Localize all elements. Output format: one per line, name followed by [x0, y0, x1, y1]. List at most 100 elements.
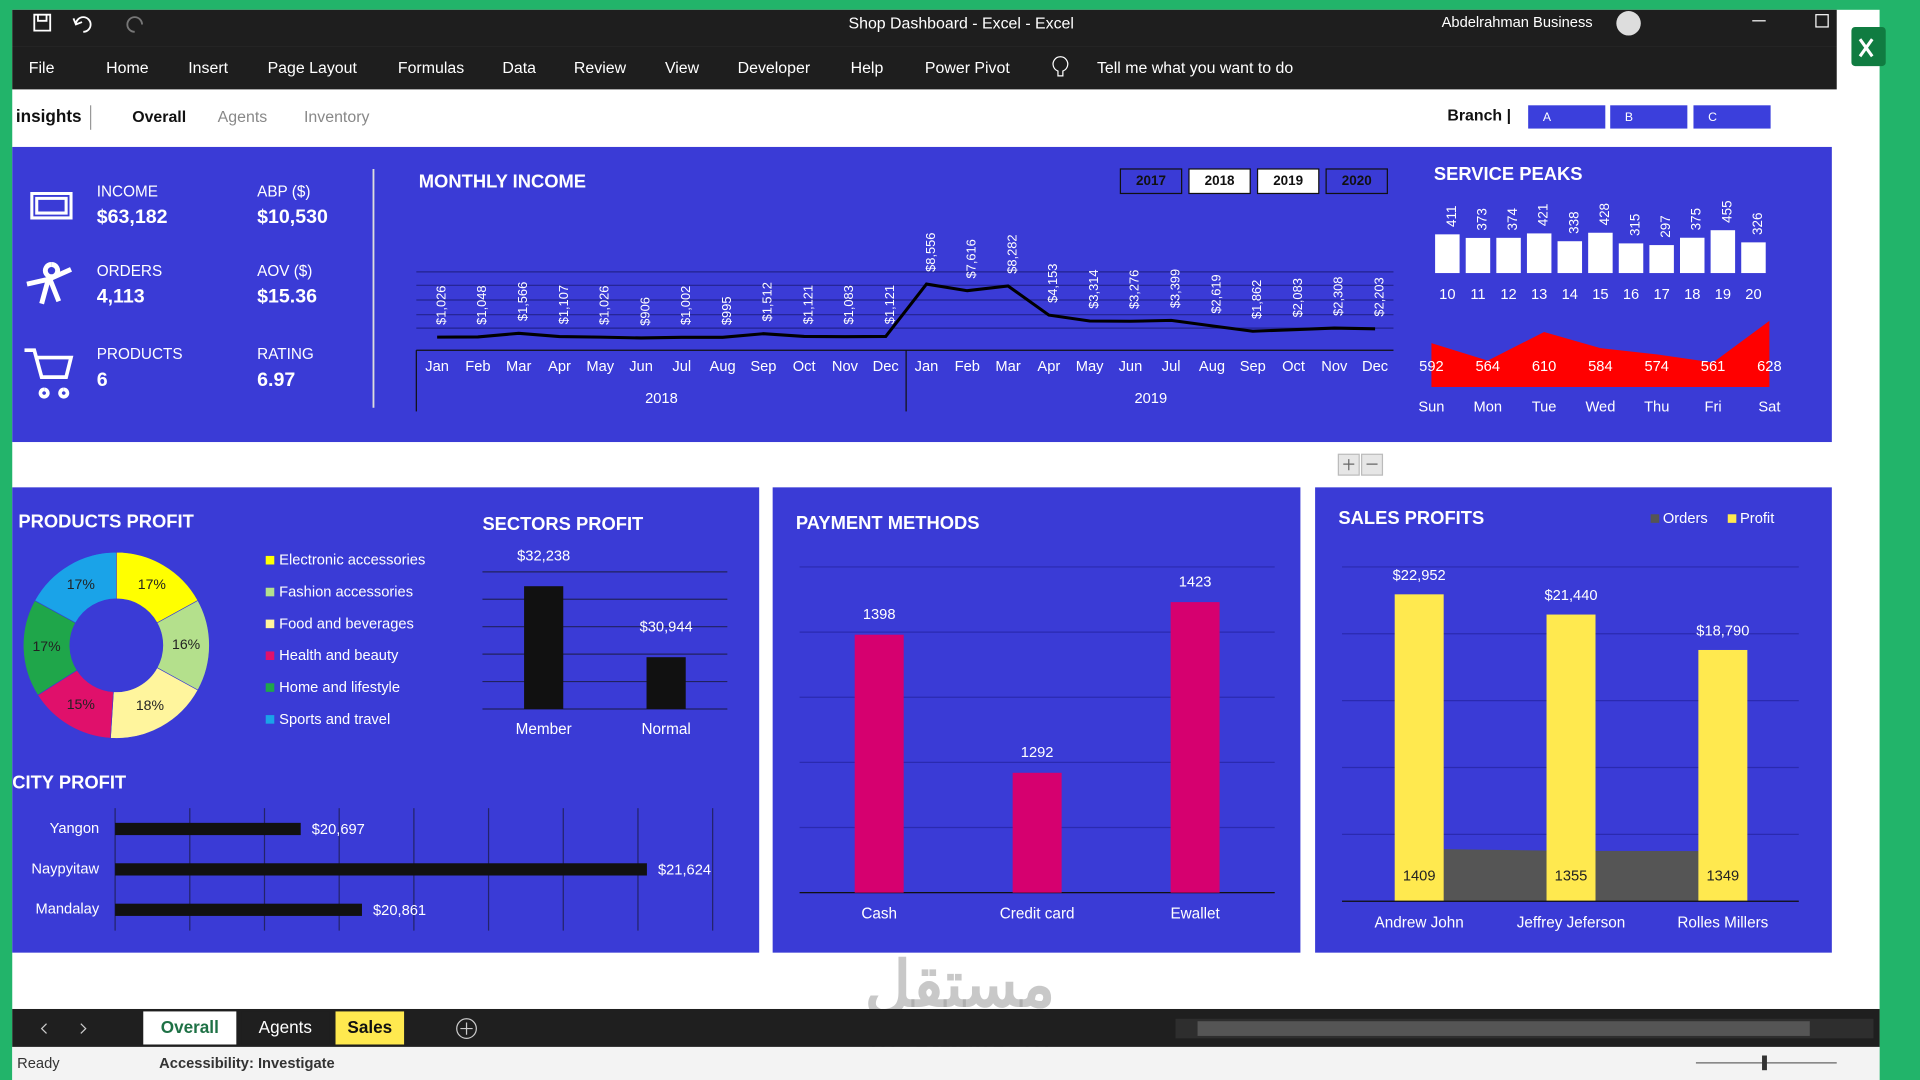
x-tick-label: 16 — [1623, 287, 1639, 303]
data-label: 592 — [1419, 359, 1444, 375]
ribbon-tab[interactable]: Home — [106, 60, 149, 77]
nav-tab[interactable]: Inventory — [304, 109, 369, 126]
x-tick-label: Ewallet — [1170, 906, 1220, 923]
data-label: $1,048 — [474, 285, 489, 324]
year-button[interactable] — [1119, 168, 1183, 195]
ribbon-tab[interactable]: View — [665, 60, 700, 77]
data-label: 315 — [1627, 214, 1642, 236]
kpi-value: $10,530 — [257, 206, 328, 228]
x-tick-label: Nov — [832, 359, 859, 375]
legend-swatch — [265, 715, 275, 724]
chart-title: SECTORS PROFIT — [482, 513, 644, 534]
x-tick-label: Nov — [1321, 359, 1348, 375]
nav-tab[interactable]: Agents — [218, 109, 268, 126]
bar — [1557, 241, 1583, 274]
x-tick-label: Feb — [465, 359, 490, 375]
branch-button[interactable] — [1693, 105, 1771, 129]
branch-button-label[interactable]: B — [1625, 110, 1633, 124]
data-label: 1423 — [1179, 574, 1212, 590]
year-label: 2018 — [645, 391, 678, 407]
data-label: $3,276 — [1127, 270, 1142, 309]
orders-icon — [26, 262, 73, 305]
ribbon-tab[interactable]: Developer — [738, 60, 811, 77]
x-tick-label: 19 — [1715, 287, 1731, 303]
kpi-label: ORDERS — [97, 263, 162, 280]
bar — [1741, 242, 1766, 274]
branch-button-label[interactable]: A — [1543, 110, 1552, 124]
x-tick-label: Mar — [995, 359, 1020, 375]
year-button-label[interactable]: 2017 — [1136, 173, 1166, 188]
plus-minus-glyphs — [1343, 459, 1378, 471]
x-tick-label: Cash — [861, 906, 897, 923]
bar — [1546, 614, 1596, 902]
year-button-label[interactable]: 2019 — [1273, 173, 1303, 188]
title-bar — [12, 9, 1837, 47]
ribbon-tab[interactable]: Insert — [188, 60, 228, 77]
x-tick-label: Dec — [1362, 359, 1388, 375]
ribbon-tab[interactable]: Review — [574, 60, 627, 77]
sheet-tab[interactable] — [335, 1011, 405, 1045]
year-button-label[interactable]: 2020 — [1342, 173, 1372, 188]
bar — [1618, 243, 1644, 274]
legend-swatch — [265, 555, 275, 565]
ribbon-tab[interactable]: Data — [502, 60, 536, 77]
sheet-tab-label[interactable]: Sales — [347, 1017, 392, 1037]
branch-button[interactable] — [1528, 105, 1606, 129]
year-button[interactable] — [1256, 168, 1320, 195]
data-label: $1,512 — [760, 282, 775, 321]
status-bar — [12, 1046, 1880, 1080]
data-label: 610 — [1532, 359, 1557, 375]
year-button[interactable] — [1188, 168, 1251, 195]
data-label: $1,083 — [841, 285, 856, 324]
ribbon-tab[interactable]: File — [29, 60, 55, 77]
x-tick-label: Dec — [873, 359, 899, 375]
data-label: $21,440 — [1544, 588, 1597, 604]
data-label: 17% — [138, 576, 167, 592]
bar — [1649, 245, 1674, 274]
x-tick-label: Jan — [915, 359, 939, 375]
nav-tab[interactable]: Overall — [132, 109, 186, 126]
ribbon-tab[interactable]: Power Pivot — [925, 60, 1010, 77]
bar — [115, 903, 362, 916]
ribbon-tab[interactable]: Formulas — [398, 60, 464, 77]
year-button[interactable] — [1325, 168, 1388, 195]
status-mode: Ready — [17, 1056, 60, 1072]
redo-icon — [126, 16, 143, 33]
sheet-tab-label[interactable]: Agents — [259, 1017, 312, 1037]
bar — [1710, 230, 1736, 274]
ribbon-tab[interactable]: Tell me what you want to do — [1097, 60, 1293, 77]
data-label: 297 — [1658, 215, 1673, 237]
kpi-value: 4,113 — [97, 286, 145, 308]
data-label: 374 — [1505, 208, 1520, 231]
kpi-label: INCOME — [97, 183, 158, 200]
bar — [1496, 237, 1521, 274]
legend-label: Profit — [1740, 511, 1774, 527]
data-label: $1,002 — [678, 286, 693, 325]
branch-button-label[interactable]: C — [1708, 110, 1717, 124]
x-tick-label: 15 — [1592, 287, 1608, 303]
data-label: $1,566 — [515, 282, 530, 321]
data-label: 17% — [67, 576, 96, 592]
kpi-label: AOV ($) — [257, 263, 312, 280]
year-button-label[interactable]: 2018 — [1205, 173, 1235, 188]
data-label: 1355 — [1555, 869, 1588, 885]
data-label: 1292 — [1021, 745, 1054, 761]
add-sheet-button[interactable] — [456, 1018, 477, 1039]
data-label: $2,203 — [1371, 277, 1386, 316]
watermark-logo: مستقل — [865, 949, 1056, 1020]
branch-button[interactable] — [1610, 105, 1688, 129]
ribbon-tab[interactable]: Help — [851, 60, 884, 77]
ribbon-tab[interactable]: Page Layout — [268, 60, 358, 77]
sheet-tab[interactable] — [143, 1011, 237, 1045]
x-tick-label: 14 — [1562, 287, 1578, 303]
chart-title: SERVICE PEAKS — [1434, 163, 1583, 184]
sheet-tab[interactable] — [241, 1011, 330, 1045]
legend-swatch — [265, 619, 275, 629]
bar — [1012, 772, 1062, 893]
data-label: 411 — [1444, 206, 1459, 227]
data-label: $3,314 — [1086, 269, 1101, 308]
restore — [1815, 14, 1829, 28]
bar — [1435, 234, 1460, 274]
sheet-tab-label[interactable]: Overall — [161, 1017, 219, 1037]
